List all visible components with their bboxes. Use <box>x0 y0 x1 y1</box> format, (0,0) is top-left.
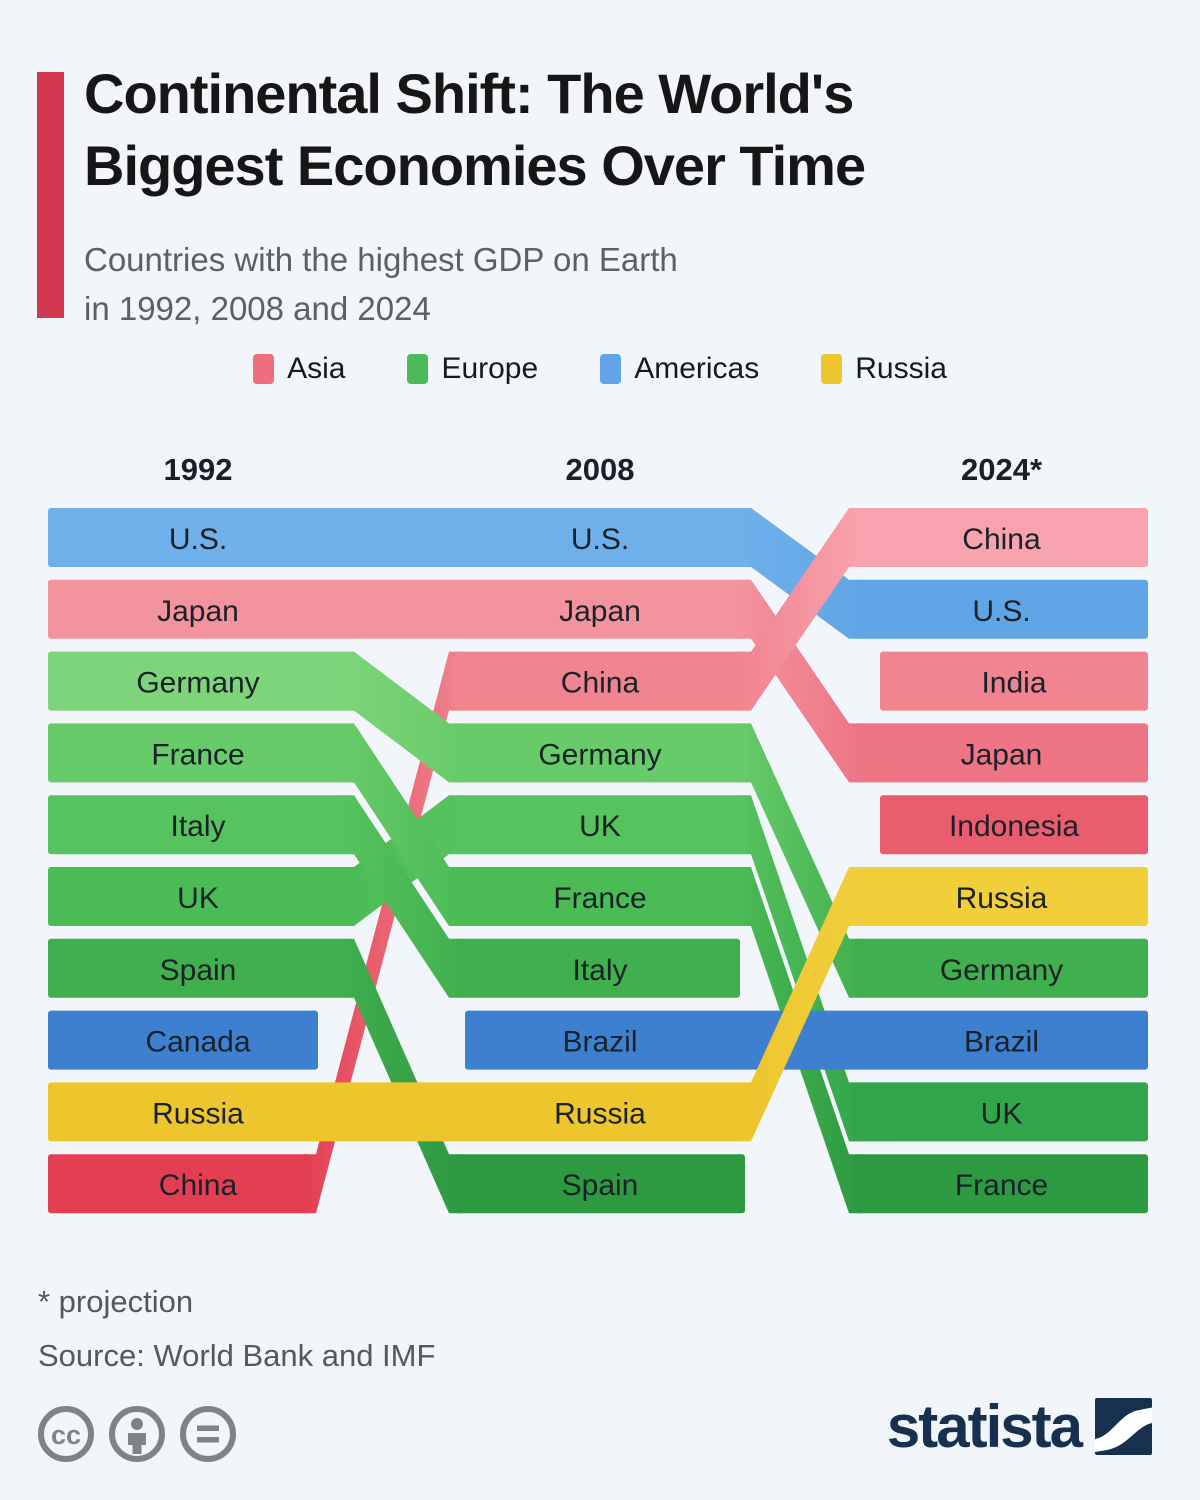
country-label-russia: Russia <box>956 882 1048 915</box>
band-box-china <box>48 1154 310 1214</box>
band-ribbon-germany <box>342 651 461 783</box>
legend-label: Americas <box>634 352 760 385</box>
brand-logo: statista <box>886 1392 1152 1460</box>
country-label-us: U.S. <box>169 523 227 556</box>
band-box-germany <box>48 651 348 711</box>
band-box-uk <box>48 867 348 926</box>
svg-text:cc: cc <box>51 1420 81 1450</box>
title-accent-bar <box>37 72 64 318</box>
country-label-italy: Italy <box>170 810 225 843</box>
band-ribbon-china <box>739 508 861 711</box>
country-label-china: China <box>962 523 1041 556</box>
country-label-france: France <box>553 882 646 915</box>
band-box-china <box>455 651 745 711</box>
band-box-russia <box>855 867 1148 926</box>
country-label-spain: Spain <box>562 1169 639 1202</box>
country-label-germany: Germany <box>136 667 259 700</box>
band-box-japan <box>855 723 1148 783</box>
band-box-france <box>455 867 745 926</box>
country-label-japan: Japan <box>559 595 641 628</box>
legend-item-asia: Asia <box>253 352 345 386</box>
year-header-2008: 2008 <box>566 452 635 487</box>
band-box-china <box>855 508 1148 567</box>
band-box-france <box>855 1154 1148 1214</box>
band-box-italy <box>48 795 348 855</box>
legend-label: Europe <box>441 352 539 385</box>
band-box-japan <box>48 579 745 639</box>
band-box-us <box>855 579 1148 639</box>
attribution-icon <box>109 1406 165 1462</box>
legend-item-europe: Europe <box>407 352 538 386</box>
band-box-india <box>880 651 1148 711</box>
country-label-china: China <box>159 1169 238 1202</box>
band-box-germany <box>455 723 745 783</box>
legend: Asia Europe Americas Russia <box>0 352 1200 386</box>
country-label-russia: Russia <box>554 1097 646 1130</box>
country-label-uk: UK <box>177 882 219 915</box>
brand-wordmark: statista <box>886 1392 1083 1460</box>
country-label-japan: Japan <box>961 738 1043 771</box>
band-ribbon-uk <box>342 795 461 926</box>
legend-item-americas: Americas <box>600 352 759 386</box>
country-label-us: U.S. <box>972 595 1030 628</box>
country-label-india: India <box>981 667 1046 700</box>
band-ribbon-france <box>342 723 461 926</box>
source-line: Source: World Bank and IMF <box>38 1338 436 1373</box>
labels-layer: 1992 2008 2024* U.S. U.S. U.S. Japan Japan Japan… <box>136 452 1079 1202</box>
country-label-germany: Germany <box>940 954 1063 987</box>
no-derivatives-icon <box>180 1406 236 1462</box>
country-label-france: France <box>151 738 244 771</box>
country-label-germany: Germany <box>538 738 661 771</box>
band-box-uk <box>855 1082 1148 1142</box>
country-label-canada: Canada <box>145 1026 250 1059</box>
country-label-japan: Japan <box>157 595 239 628</box>
band-box-canada <box>48 1010 318 1070</box>
license-badges: cc <box>38 1406 236 1462</box>
country-label-uk: UK <box>579 810 621 843</box>
band-box-indonesia <box>880 795 1148 855</box>
country-label-spain: Spain <box>160 954 237 987</box>
legend-label: Russia <box>855 352 947 385</box>
bands-layer <box>48 508 1148 1214</box>
band-box-spain <box>455 1154 745 1214</box>
legend-swatch-asia <box>253 354 275 384</box>
page-title: Continental Shift: The World's Biggest E… <box>84 62 866 197</box>
page-subtitle: Countries with the highest GDP on Earth … <box>84 241 678 327</box>
country-label-russia: Russia <box>152 1097 244 1130</box>
legend-swatch-europe <box>407 354 429 384</box>
country-label-indonesia: Indonesia <box>949 810 1079 843</box>
legend-swatch-russia <box>821 354 843 384</box>
band-ribbon-russia <box>739 867 861 1142</box>
country-label-us: U.S. <box>571 523 629 556</box>
band-box-spain <box>48 938 348 998</box>
footnote: * projection <box>38 1284 194 1319</box>
band-box-france <box>48 723 348 783</box>
band-ribbon-china <box>304 651 461 1214</box>
band-box-uk <box>455 795 745 855</box>
band-ribbon-italy <box>342 795 461 998</box>
band-box-germany <box>855 938 1148 998</box>
country-label-uk: UK <box>981 1097 1023 1130</box>
band-ribbon-spain <box>342 938 461 1214</box>
country-label-china: China <box>561 667 640 700</box>
country-label-france: France <box>955 1169 1048 1202</box>
band-box-italy <box>455 938 740 998</box>
band-ribbon-us <box>739 508 861 639</box>
statista-logo-icon <box>1095 1398 1152 1455</box>
band-box-us <box>48 508 745 567</box>
cc-icon: cc <box>38 1406 94 1462</box>
country-label-italy: Italy <box>572 954 627 987</box>
country-label-brazil: Brazil <box>562 1026 637 1059</box>
legend-swatch-americas <box>600 354 622 384</box>
year-header-2024: 2024* <box>961 452 1043 487</box>
legend-item-russia: Russia <box>821 352 947 386</box>
band-box-russia <box>48 1082 745 1142</box>
year-header-1992: 1992 <box>164 452 233 487</box>
band-box-brazil <box>465 1010 1148 1070</box>
country-label-brazil: Brazil <box>964 1026 1039 1059</box>
legend-label: Asia <box>287 352 346 385</box>
